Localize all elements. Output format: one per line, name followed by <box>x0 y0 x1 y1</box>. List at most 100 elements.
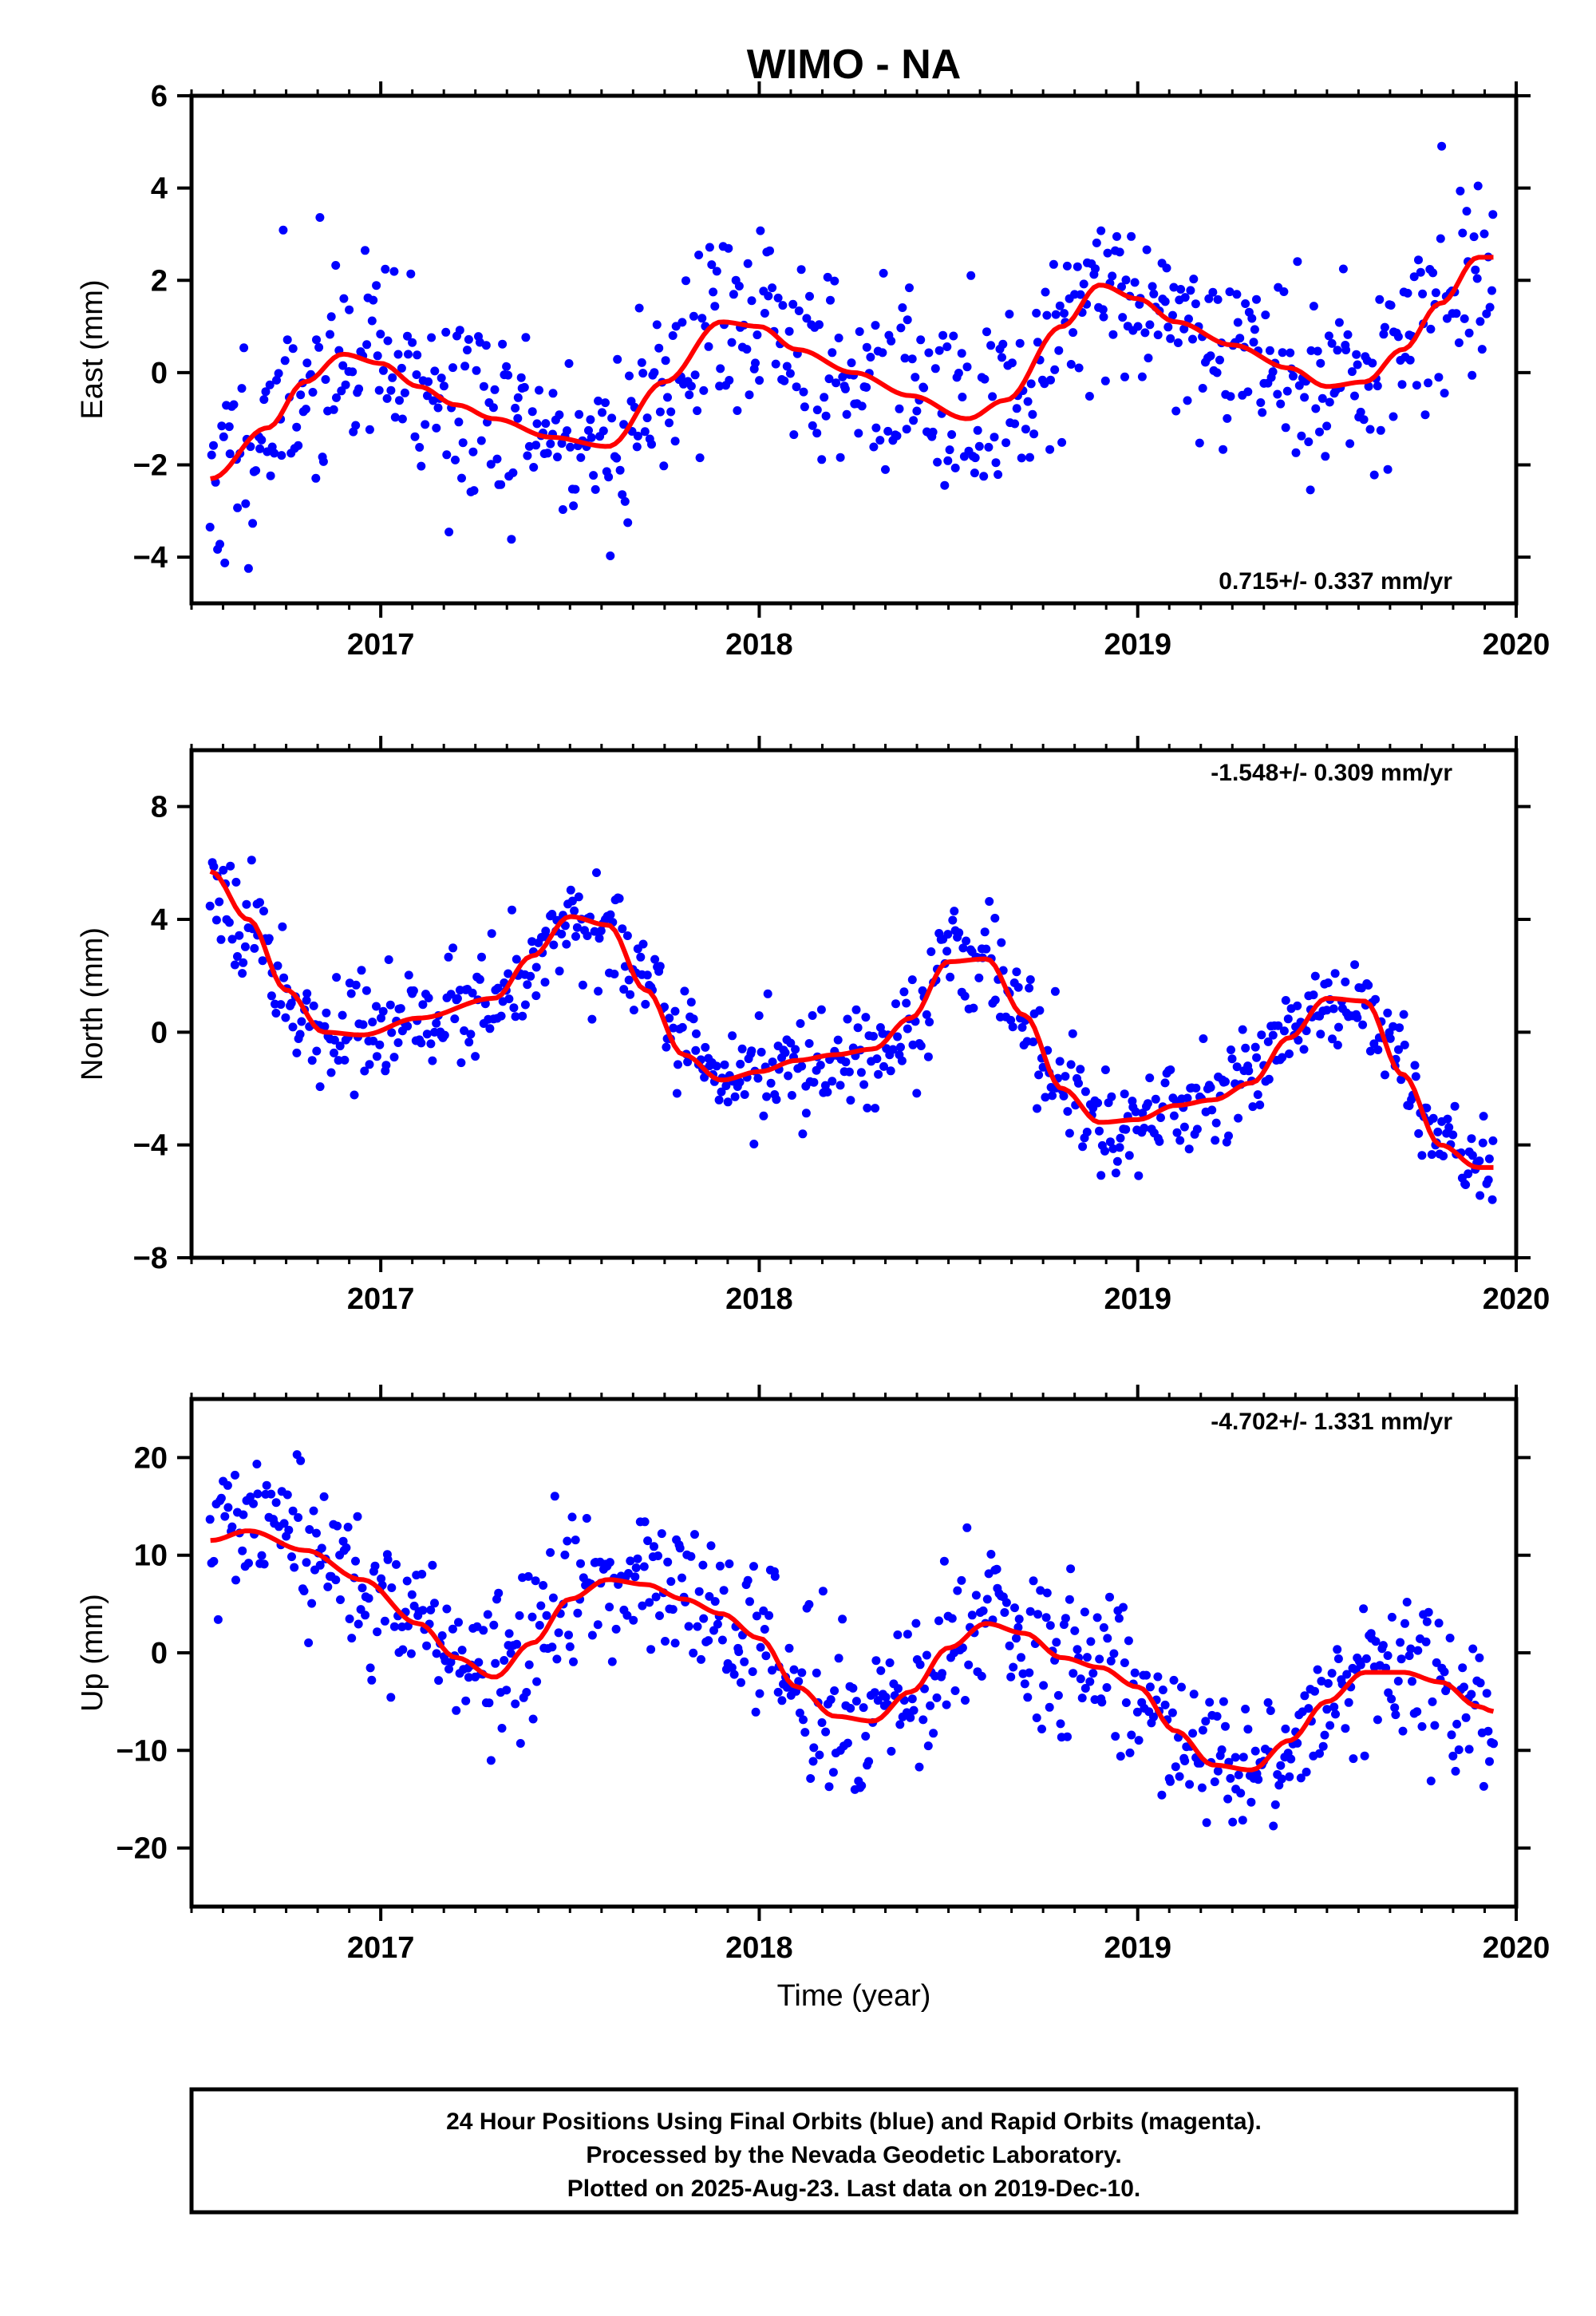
data-point <box>933 457 942 467</box>
data-point <box>1420 410 1430 420</box>
footer-line-1: 24 Hour Positions Using Final Orbits (bl… <box>446 2109 1262 2135</box>
data-point <box>780 1048 790 1057</box>
data-point <box>282 1490 292 1500</box>
data-point <box>239 1510 248 1520</box>
data-point <box>361 246 369 255</box>
data-point <box>1416 267 1425 277</box>
data-point <box>957 349 966 358</box>
data-point <box>1360 1751 1369 1761</box>
data-point <box>479 1626 488 1635</box>
data-point <box>412 370 421 379</box>
data-point <box>209 1556 219 1566</box>
data-point <box>350 1090 359 1100</box>
footer-line-3: Plotted on 2025-Aug-23. Last data on 201… <box>567 2176 1141 2202</box>
data-point <box>640 427 650 437</box>
data-point <box>567 896 577 906</box>
data-point <box>563 1536 572 1546</box>
data-point <box>557 929 567 939</box>
data-point <box>389 1053 399 1062</box>
data-point <box>1317 393 1327 403</box>
data-point <box>1279 287 1289 296</box>
data-point <box>1096 226 1106 235</box>
data-point <box>302 989 312 998</box>
data-point <box>672 1089 681 1098</box>
data-point <box>1278 1053 1287 1062</box>
data-point <box>504 969 513 978</box>
data-point <box>797 1668 807 1678</box>
data-point <box>844 1067 854 1077</box>
data-point <box>1434 373 1444 382</box>
data-point <box>1322 421 1332 431</box>
data-point <box>427 333 437 342</box>
data-point <box>892 431 902 441</box>
data-point <box>833 1035 843 1045</box>
data-point <box>1121 275 1131 285</box>
data-point <box>1117 282 1126 291</box>
data-point <box>749 1562 758 1571</box>
data-point <box>1440 389 1449 398</box>
data-point <box>537 933 546 942</box>
data-point <box>1025 453 1034 462</box>
data-point <box>1484 1154 1494 1164</box>
data-point <box>239 343 249 353</box>
data-point <box>353 1512 362 1521</box>
data-point <box>518 1011 527 1021</box>
data-point <box>1091 264 1100 274</box>
data-point <box>259 907 268 916</box>
data-point <box>1045 1621 1055 1630</box>
data-point <box>531 962 541 972</box>
y-tick-label: −4 <box>133 1129 168 1163</box>
data-point <box>606 910 615 919</box>
data-point <box>261 387 271 397</box>
data-point <box>772 1095 781 1105</box>
data-point <box>1353 360 1362 370</box>
data-point <box>1008 1022 1017 1032</box>
data-point <box>1347 367 1357 377</box>
data-point <box>1102 1683 1112 1692</box>
data-point <box>396 1004 405 1014</box>
data-point <box>905 283 914 293</box>
data-point <box>1306 346 1316 355</box>
data-point <box>655 407 665 417</box>
data-point <box>1477 345 1487 354</box>
data-point <box>866 353 875 362</box>
data-point <box>1228 1817 1238 1827</box>
data-point <box>1234 1770 1243 1780</box>
data-point <box>836 453 845 462</box>
data-point <box>426 1039 436 1049</box>
data-point <box>626 990 635 999</box>
data-point <box>531 441 541 450</box>
data-point <box>308 388 318 397</box>
data-point <box>777 1696 787 1705</box>
data-point <box>1277 1774 1286 1784</box>
data-point <box>911 373 920 382</box>
data-point <box>1125 1748 1135 1757</box>
data-point <box>1092 238 1101 247</box>
data-point <box>1460 1682 1468 1692</box>
data-point <box>1130 278 1140 287</box>
footer-frame <box>189 2087 1519 2215</box>
data-point <box>1383 1651 1393 1660</box>
data-point <box>367 316 377 326</box>
data-point <box>464 334 473 344</box>
data-point <box>388 373 397 382</box>
data-point <box>1144 354 1153 363</box>
data-point <box>1106 1656 1116 1666</box>
data-point <box>1023 397 1033 406</box>
data-point <box>922 1650 931 1660</box>
data-point <box>681 276 690 286</box>
y-tick-label: 20 <box>134 1441 168 1475</box>
data-point <box>896 1042 905 1052</box>
data-point <box>564 1630 573 1640</box>
data-point <box>1253 1090 1262 1100</box>
data-point <box>1006 1015 1016 1025</box>
data-point <box>1257 1030 1266 1040</box>
data-point <box>1444 1123 1454 1132</box>
data-point <box>486 1756 496 1765</box>
data-point <box>1394 1045 1403 1054</box>
data-point <box>1041 287 1050 297</box>
data-point <box>590 927 599 936</box>
data-point <box>1246 1797 1256 1807</box>
data-point <box>737 1678 745 1687</box>
data-point <box>326 1068 336 1077</box>
